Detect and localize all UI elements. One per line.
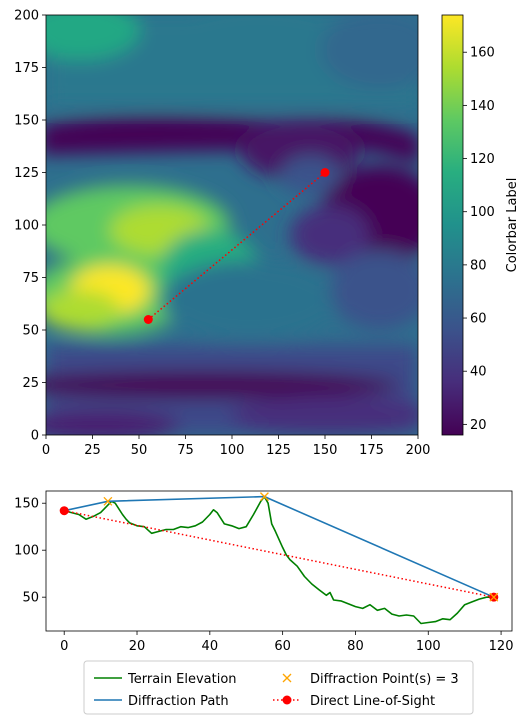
- x-tick-label: 120: [489, 639, 514, 654]
- diffraction-point-stroke: [489, 592, 499, 602]
- x-tick-label: 200: [406, 443, 431, 458]
- y-tick-label: 125: [14, 166, 39, 181]
- y-tick-label: 50: [22, 591, 39, 606]
- x-tick-label: 100: [416, 639, 441, 654]
- profile-panel: 0 20 40 60 80 100 120 50 100 150: [14, 490, 513, 654]
- transmitter-marker: [143, 315, 153, 324]
- legend-label-terrain: Terrain Elevation: [127, 672, 237, 687]
- legend-swatch-diffraction-points: [282, 673, 292, 683]
- x-tick-label: 80: [347, 639, 364, 654]
- y-tick-label: 75: [22, 271, 39, 286]
- colorbar-tick-label: 40: [470, 365, 487, 380]
- x-tick-label: 25: [84, 443, 101, 458]
- terrain-elevation-line: [63, 495, 494, 625]
- colorbar-tick-label: 80: [470, 258, 487, 273]
- colorbar-frame: [441, 14, 464, 436]
- colorbar-tick-label: 120: [470, 152, 495, 167]
- legend-entry-diffraction-points: Diffraction Point(s) = 3: [282, 672, 459, 687]
- line-of-sight-overlay: [143, 168, 330, 324]
- legend-label-line-of-sight: Direct Line-of-Sight: [310, 694, 435, 709]
- legend-box: [83, 660, 474, 715]
- diffraction-point-stroke: [103, 496, 113, 506]
- y-tick-label: 150: [14, 114, 39, 129]
- heatmap-axes: 0 25 50 75 100 125 150 175 200 0 25 50 75 100 125 150 17…: [14, 9, 430, 459]
- x-tick-label: 150: [313, 443, 338, 458]
- y-tick-label: 100: [14, 219, 39, 234]
- x-tick-label: 100: [220, 443, 245, 458]
- y-tick-label: 50: [22, 324, 39, 339]
- diffraction-point-marker: [489, 592, 499, 602]
- line-of-sight-point: [59, 506, 69, 516]
- y-tick-label: 100: [14, 544, 39, 559]
- legend-entry-diffraction-path: Diffraction Path: [94, 694, 229, 709]
- heatmap-panel: 0 25 50 75 100 125 150 175 200 0 25 50 75 100 125 150 17…: [14, 9, 430, 459]
- x-tick-label: 20: [129, 639, 146, 654]
- x-tick-label: 40: [202, 639, 219, 654]
- x-tick-label: 0: [42, 443, 50, 458]
- diffraction-point-stroke: [259, 492, 269, 502]
- y-tick-label: 0: [31, 429, 39, 444]
- direct-line-of-sight-line: [64, 509, 494, 598]
- diffraction-point-marker: [259, 492, 269, 502]
- colorbar: 20 40 60 80 100 120 140 160 Colorbar Label: [441, 14, 520, 436]
- colorbar-tick-label: 100: [470, 205, 495, 220]
- legend-label-diffraction-path: Diffraction Path: [128, 694, 229, 709]
- terrain-heatmap-image: [46, 15, 418, 435]
- receiver-marker: [320, 168, 330, 177]
- colorbar-label: Colorbar Label: [505, 178, 520, 273]
- diffraction-path-line: [64, 495, 495, 598]
- legend-entry-terrain: Terrain Elevation: [94, 672, 237, 687]
- legend-swatch-los-marker: [282, 695, 292, 705]
- profile-frame: [45, 490, 513, 632]
- colorbar-tick-label: 60: [470, 312, 487, 327]
- y-tick-label: 175: [14, 61, 39, 76]
- x-tick-label: 75: [177, 443, 194, 458]
- profile-axes: 0 20 40 60 80 100 120 50 100 150: [14, 497, 513, 654]
- x-tick-label: 0: [60, 639, 68, 654]
- x-tick-label: 125: [266, 443, 291, 458]
- x-tick-label: 50: [131, 443, 148, 458]
- profile-series: [59, 492, 499, 625]
- y-tick-label: 150: [14, 497, 39, 512]
- legend-entry-line-of-sight: Direct Line-of-Sight: [273, 694, 435, 709]
- x-tick-label: 175: [359, 443, 384, 458]
- y-tick-label: 200: [14, 9, 39, 24]
- colorbar-tick-label: 140: [470, 99, 495, 114]
- colorbar-gradient: [442, 15, 463, 435]
- colorbar-tick-label: 160: [470, 46, 495, 61]
- legend-label-diffraction-points: Diffraction Point(s) = 3: [310, 672, 459, 687]
- x-tick-label: 60: [274, 639, 291, 654]
- diffraction-point-marker: [103, 496, 113, 506]
- colorbar-axis: 20 40 60 80 100 120 140 160: [463, 46, 495, 433]
- colorbar-tick-label: 20: [470, 418, 487, 433]
- legend: Terrain Elevation Diffraction Path Diffr…: [83, 660, 474, 715]
- y-tick-label: 25: [22, 376, 39, 391]
